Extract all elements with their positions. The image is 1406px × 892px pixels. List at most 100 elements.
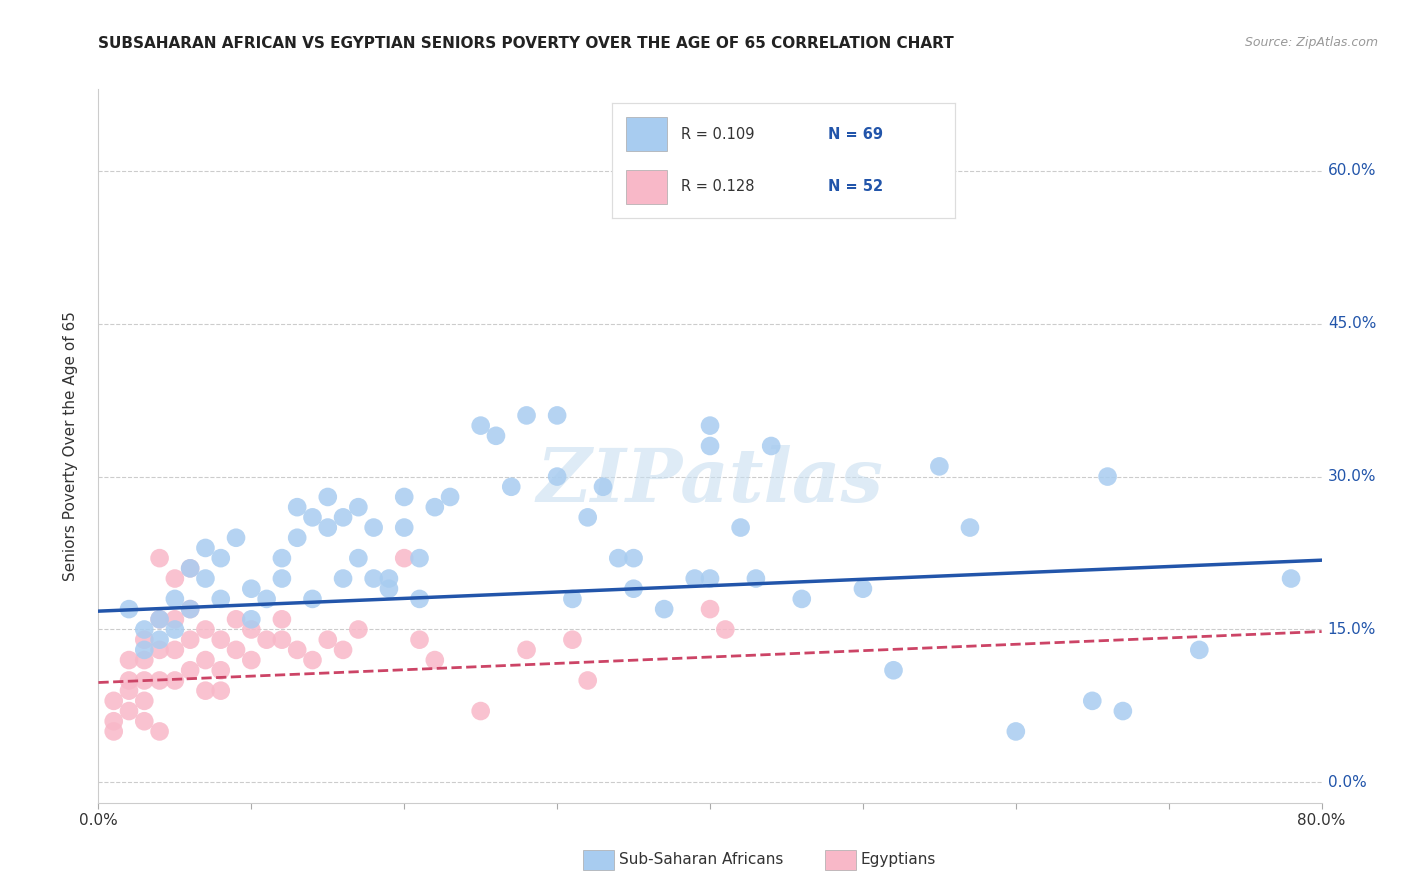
- Point: [408, 591, 430, 606]
- Point: [959, 520, 981, 534]
- Text: 30.0%: 30.0%: [1327, 469, 1376, 484]
- Point: [256, 632, 278, 647]
- Point: [301, 510, 323, 524]
- Point: [745, 572, 768, 586]
- Point: [714, 623, 737, 637]
- Point: [546, 409, 568, 423]
- Point: [270, 612, 292, 626]
- Point: [179, 561, 201, 575]
- Point: [392, 490, 416, 504]
- Point: [516, 409, 538, 423]
- Point: [285, 643, 308, 657]
- Point: [730, 520, 752, 534]
- Point: [1279, 572, 1302, 586]
- Point: [652, 602, 675, 616]
- Point: [699, 418, 721, 433]
- Point: [347, 623, 370, 637]
- Point: [1004, 724, 1026, 739]
- Text: 15.0%: 15.0%: [1327, 622, 1376, 637]
- Point: [408, 632, 430, 647]
- Y-axis label: Seniors Poverty Over the Age of 65: Seniors Poverty Over the Age of 65: [63, 311, 77, 581]
- Point: [378, 572, 401, 586]
- Point: [163, 612, 186, 626]
- Point: [225, 531, 247, 545]
- Point: [332, 510, 354, 524]
- Point: [683, 572, 706, 586]
- Text: Source: ZipAtlas.com: Source: ZipAtlas.com: [1244, 36, 1378, 49]
- Point: [301, 591, 323, 606]
- Point: [163, 591, 186, 606]
- Point: [423, 500, 446, 515]
- Point: [347, 500, 370, 515]
- Point: [561, 632, 583, 647]
- Point: [118, 683, 141, 698]
- Point: [118, 673, 141, 688]
- Point: [194, 623, 217, 637]
- Text: 60.0%: 60.0%: [1327, 163, 1376, 178]
- Point: [759, 439, 782, 453]
- Point: [103, 694, 125, 708]
- Point: [149, 612, 172, 626]
- Point: [134, 623, 156, 637]
- Point: [270, 632, 292, 647]
- Point: [699, 602, 721, 616]
- Point: [316, 632, 339, 647]
- Point: [1097, 469, 1119, 483]
- Text: 45.0%: 45.0%: [1327, 316, 1376, 331]
- Point: [256, 591, 278, 606]
- Point: [240, 623, 263, 637]
- Point: [163, 623, 186, 637]
- Text: 0.0%: 0.0%: [1327, 775, 1367, 790]
- Point: [883, 663, 905, 677]
- Point: [485, 429, 508, 443]
- Point: [852, 582, 875, 596]
- Point: [576, 510, 599, 524]
- Point: [1188, 643, 1211, 657]
- Point: [179, 602, 201, 616]
- Point: [134, 632, 156, 647]
- Point: [225, 612, 247, 626]
- Point: [576, 673, 599, 688]
- Point: [179, 561, 201, 575]
- Point: [699, 439, 721, 453]
- Point: [561, 591, 583, 606]
- Point: [149, 632, 172, 647]
- Point: [332, 643, 354, 657]
- Point: [103, 724, 125, 739]
- Point: [790, 591, 813, 606]
- Point: [134, 653, 156, 667]
- Point: [378, 582, 401, 596]
- Point: [209, 551, 232, 566]
- Point: [240, 653, 263, 667]
- Point: [209, 591, 232, 606]
- Point: [592, 480, 614, 494]
- Point: [194, 653, 217, 667]
- Point: [316, 490, 339, 504]
- Point: [285, 531, 308, 545]
- Point: [347, 551, 370, 566]
- Point: [392, 551, 416, 566]
- Point: [270, 551, 292, 566]
- Point: [134, 643, 156, 657]
- Point: [103, 714, 125, 729]
- Point: [699, 572, 721, 586]
- Point: [194, 541, 217, 555]
- Point: [623, 551, 645, 566]
- Point: [439, 490, 461, 504]
- Point: [332, 572, 354, 586]
- Point: [149, 724, 172, 739]
- Point: [516, 643, 538, 657]
- Point: [607, 551, 630, 566]
- Point: [134, 694, 156, 708]
- Point: [270, 572, 292, 586]
- Point: [179, 602, 201, 616]
- Point: [470, 704, 492, 718]
- Point: [240, 612, 263, 626]
- Point: [149, 612, 172, 626]
- Point: [928, 459, 950, 474]
- Point: [225, 643, 247, 657]
- Point: [470, 418, 492, 433]
- Text: Egyptians: Egyptians: [860, 853, 936, 867]
- Point: [363, 572, 385, 586]
- Point: [301, 653, 323, 667]
